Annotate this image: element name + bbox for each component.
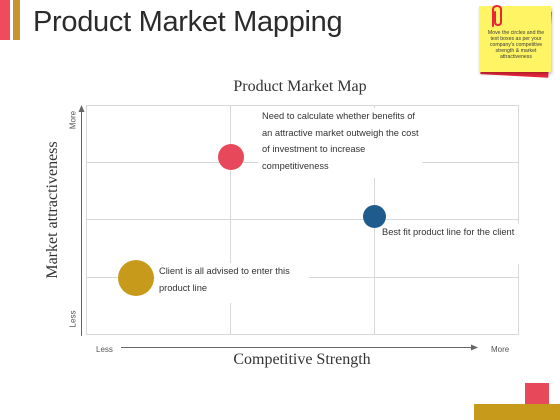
x-axis-arrowhead xyxy=(471,344,478,351)
product-circle-gold[interactable] xyxy=(118,260,154,296)
y-axis-arrowhead xyxy=(78,105,85,112)
x-axis-label: Competitive Strength xyxy=(233,351,371,368)
callout-gold-text[interactable]: Client is all advised to enter this prod… xyxy=(155,263,309,303)
paperclip-icon xyxy=(487,4,509,37)
page-title: Product Market Mapping xyxy=(33,6,343,38)
header-accent-right xyxy=(13,0,20,40)
sticky-note[interactable] xyxy=(479,6,551,72)
x-axis-more-tick: More xyxy=(491,345,510,354)
x-axis-less-tick: Less xyxy=(96,345,113,354)
corner-accent-square xyxy=(525,383,549,405)
axis-arrows xyxy=(78,105,478,351)
sticky-note-text: Move the circles and the text boxes as p… xyxy=(487,30,545,60)
header-accent-left xyxy=(0,0,10,40)
callout-red-text[interactable]: Need to calculate whether benefits of an… xyxy=(258,108,422,178)
map-title: Product Market Map xyxy=(233,78,367,95)
callout-blue-text[interactable]: Best fit product line for the client xyxy=(378,224,522,264)
corner-accent-bar xyxy=(474,404,560,420)
product-circle-red[interactable] xyxy=(218,144,244,170)
product-circle-blue[interactable] xyxy=(363,205,386,228)
